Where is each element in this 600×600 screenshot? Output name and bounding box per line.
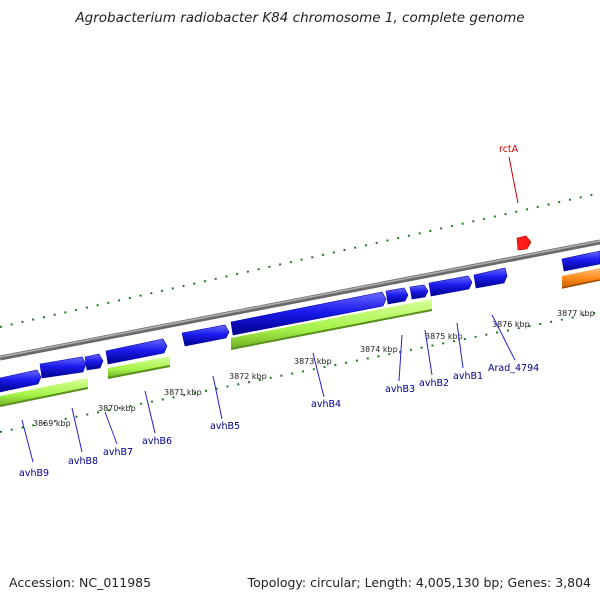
gene-label-avhB4: avhB4 xyxy=(311,399,341,410)
forward-strand-genes xyxy=(0,250,600,393)
gene-label-avhB5: avhB5 xyxy=(210,421,240,432)
orange-feature-bar xyxy=(562,268,600,288)
gene-label-avhB7: avhB7 xyxy=(103,447,133,458)
scale-label-3869: 3869 kbp xyxy=(33,419,71,428)
scale-label-3877: 3877 kbp xyxy=(557,309,595,318)
scale-labels: 3869 kbp 3870 kbp 3871 kbp 3872 kbp 3873… xyxy=(33,309,595,428)
chromosome-backbone xyxy=(0,239,600,361)
gene-labels: avhB9 avhB8 avhB7 avhB6 avhB5 avhB4 avhB… xyxy=(19,144,539,479)
gene-label-avhB1: avhB1 xyxy=(453,371,483,382)
scale-label-3871: 3871 kbp xyxy=(164,388,202,397)
gene-avhB5-arrow xyxy=(181,324,230,347)
operon-bar-3 xyxy=(231,299,432,349)
gene-next-arrow xyxy=(561,250,600,272)
gene-avhB1-arrow xyxy=(428,275,473,297)
scale-label-3874: 3874 kbp xyxy=(360,345,398,354)
scale-label-3872: 3872 kbp xyxy=(229,372,267,381)
gene-arad4794-arrow xyxy=(473,267,508,289)
gene-avhB7-arrow xyxy=(105,338,168,365)
gene-avhB9-arrow xyxy=(39,356,87,379)
rctA-leader-line xyxy=(508,156,519,204)
scale-label-3875: 3875 kbp xyxy=(425,332,463,341)
gene-label-avhB6: avhB6 xyxy=(142,436,172,447)
gene-label-rctA: rctA xyxy=(499,144,519,155)
operon-bars xyxy=(0,299,433,407)
gene-avhB2-arrow xyxy=(409,284,429,300)
gene-label-avhB2: avhB2 xyxy=(419,378,449,389)
gene-avhB3-arrow xyxy=(385,287,409,305)
scale-label-3870: 3870 kbp xyxy=(98,404,136,413)
operon-bar-1 xyxy=(0,378,88,406)
gene-avhB10-arrow xyxy=(0,369,42,393)
gene-avhB8-arrow xyxy=(84,353,104,371)
scale-label-3876: 3876 kbp xyxy=(492,320,530,329)
genome-summary-text: Topology: circular; Length: 4,005,130 bp… xyxy=(247,575,591,590)
scale-label-3873: 3873 kbp xyxy=(294,357,332,366)
rctA-marker xyxy=(516,235,532,251)
other-feature xyxy=(561,268,600,289)
operon-bar-2 xyxy=(108,356,170,378)
gene-label-avhB8: avhB8 xyxy=(68,456,98,467)
accession-text: Accession: NC_011985 xyxy=(9,575,152,590)
gene-label-arad4794: Arad_4794 xyxy=(488,363,539,374)
leader-lines xyxy=(21,314,516,463)
gene-avhB4-arrow xyxy=(230,291,387,336)
gene-label-avhB3: avhB3 xyxy=(385,384,415,395)
map-title: Agrobacterium radiobacter K84 chromosome… xyxy=(75,10,525,26)
gene-label-avhB9: avhB9 xyxy=(19,468,49,479)
